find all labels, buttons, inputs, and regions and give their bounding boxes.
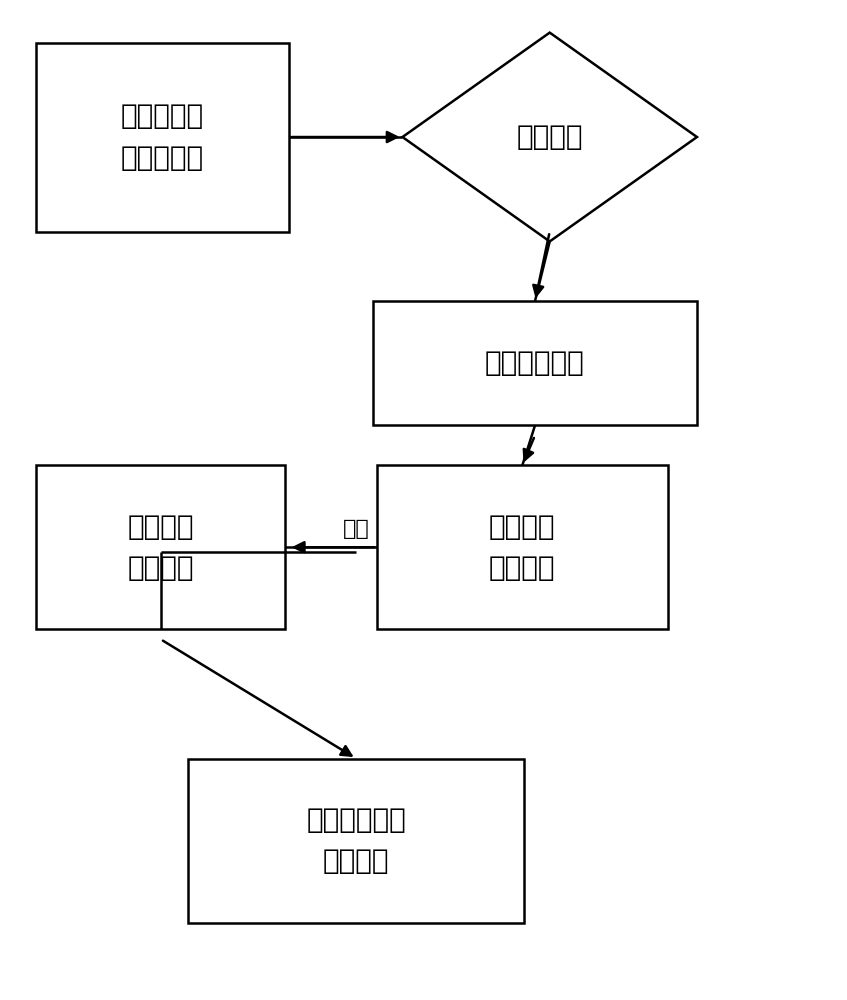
Bar <box>36 465 285 629</box>
Text: 谐振电容电
压检测单元: 谐振电容电 压检测单元 <box>121 102 204 172</box>
Bar <box>36 43 289 232</box>
Text: 移相信号
发生单元: 移相信号 发生单元 <box>127 513 194 582</box>
Text: 死区信号
发生单元: 死区信号 发生单元 <box>489 513 556 582</box>
Text: 注入: 注入 <box>343 519 369 539</box>
Text: 控制运算单元: 控制运算单元 <box>485 349 585 377</box>
Text: 移相脉冲信号
发生单元: 移相脉冲信号 发生单元 <box>307 806 406 875</box>
Text: 判断单元: 判断单元 <box>517 123 583 151</box>
Bar <box>377 465 667 629</box>
Polygon shape <box>402 33 697 241</box>
Bar <box>373 301 697 425</box>
Bar <box>188 759 524 923</box>
